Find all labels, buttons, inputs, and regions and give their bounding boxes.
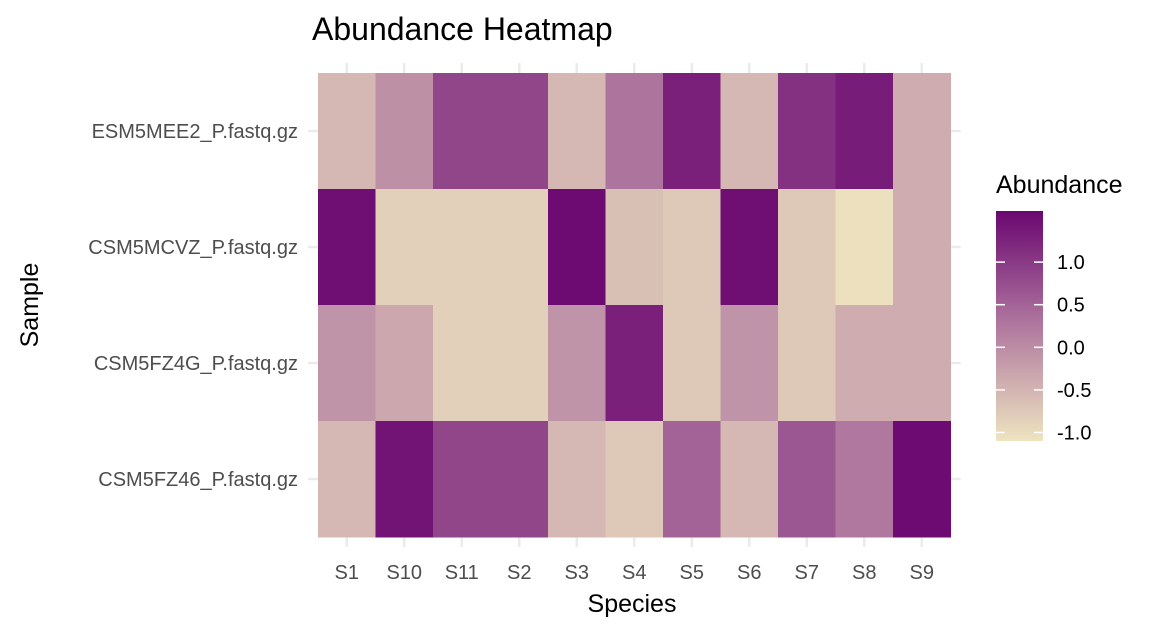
heatmap-cell — [720, 305, 779, 422]
heatmap-cell — [893, 305, 951, 422]
y-axis-title: Sample — [16, 263, 44, 348]
x-tick-label: S7 — [795, 562, 819, 584]
heatmap-cell — [605, 73, 664, 190]
heatmap-cell — [778, 189, 836, 306]
y-tick-label: CSM5MCVZ_P.fastq.gz — [88, 237, 298, 259]
heatmap-cell — [490, 421, 549, 538]
legend-tick-label: 1.0 — [1057, 252, 1085, 274]
x-tick-label: S11 — [445, 562, 479, 584]
heatmap-cell — [663, 189, 721, 306]
heatmap-cell — [375, 73, 434, 190]
heatmap-cell — [778, 305, 836, 422]
heatmap-cell — [663, 421, 721, 538]
heatmap-cell — [433, 189, 491, 306]
x-axis-title: Species — [588, 590, 677, 618]
chart-title: Abundance Heatmap — [312, 11, 613, 47]
heatmap-cell — [778, 73, 836, 190]
heatmap-cell — [663, 305, 721, 422]
legend-tick-label: -1.0 — [1057, 422, 1091, 444]
heatmap-cell — [433, 73, 491, 190]
heatmap-cell — [490, 305, 549, 422]
y-tick-label: ESM5MEE2_P.fastq.gz — [92, 121, 298, 143]
heatmap-cell — [318, 421, 376, 538]
heatmap-cell — [835, 73, 894, 190]
x-tick-label: S10 — [386, 562, 422, 584]
heatmap-cell — [835, 305, 894, 422]
x-tick-label: S4 — [622, 562, 646, 584]
heatmap-cell — [778, 421, 836, 538]
heatmap-cell — [318, 305, 376, 422]
y-tick-label: CSM5FZ46_P.fastq.gz — [98, 469, 298, 491]
legend-title: Abundance — [996, 171, 1123, 199]
heatmap-cell — [433, 305, 491, 422]
legend-tick-label: -0.5 — [1057, 380, 1091, 402]
heatmap-cell — [433, 421, 491, 538]
heatmap-cell — [548, 421, 606, 538]
heatmap-cell — [835, 421, 894, 538]
heatmap-cell — [605, 189, 664, 306]
heatmap-cell — [663, 73, 721, 190]
heatmap-cell — [605, 421, 664, 538]
x-tick-label: S2 — [507, 562, 531, 584]
heatmap-cell — [720, 73, 779, 190]
heatmap-cell — [318, 189, 376, 306]
legend-tick-label: 0.5 — [1057, 295, 1085, 317]
x-tick-label: S1 — [335, 562, 359, 584]
x-tick-label: S9 — [910, 562, 934, 584]
heatmap-cell — [548, 189, 606, 306]
legend: Abundance 1.0 0.5 0.0 -0.5 -1.0 — [996, 171, 1123, 444]
heatmap-cells — [318, 73, 951, 538]
heatmap-cell — [375, 189, 434, 306]
heatmap-cell — [490, 189, 549, 306]
heatmap-cell — [375, 421, 434, 538]
heatmap-cell — [720, 189, 779, 306]
y-tick-labels: ESM5MEE2_P.fastq.gz CSM5MCVZ_P.fastq.gz CS… — [88, 121, 298, 491]
heatmap-cell — [720, 421, 779, 538]
legend-tick-label: 0.0 — [1057, 337, 1085, 359]
heatmap-cell — [548, 73, 606, 190]
heatmap-cell — [893, 421, 951, 538]
x-tick-label: S3 — [565, 562, 589, 584]
x-tick-label: S8 — [852, 562, 876, 584]
heatmap-cell — [605, 305, 664, 422]
heatmap-cell — [893, 73, 951, 190]
heatmap-cell — [893, 189, 951, 306]
heatmap-cell — [490, 73, 549, 190]
heatmap-cell — [548, 305, 606, 422]
y-tick-label: CSM5FZ4G_P.fastq.gz — [94, 353, 298, 375]
heatmap-cell — [835, 189, 894, 306]
heatmap-cell — [318, 73, 376, 190]
x-tick-label: S5 — [680, 562, 704, 584]
x-tick-labels: S1 S10 S11 S2 S3 S4 S5 S6 S7 S8 S9 — [335, 562, 934, 584]
x-tick-label: S6 — [737, 562, 761, 584]
legend-ticks: 1.0 0.5 0.0 -0.5 -1.0 — [996, 252, 1091, 444]
heatmap-cell — [375, 305, 434, 422]
legend-colorbar — [996, 211, 1043, 441]
